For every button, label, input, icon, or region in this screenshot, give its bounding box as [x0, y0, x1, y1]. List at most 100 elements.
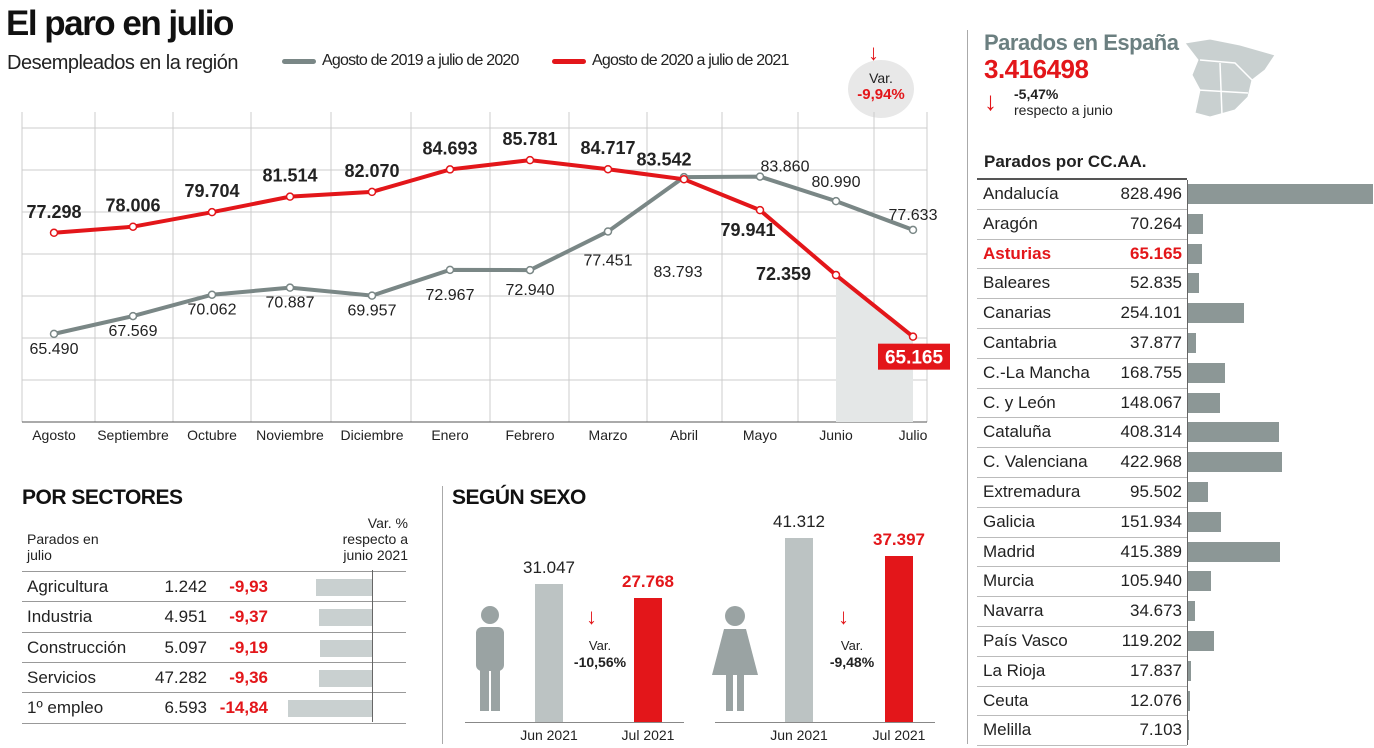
sector-value: 4.951: [164, 607, 207, 627]
ccaa-value: 65.165: [1130, 243, 1182, 263]
data-point: [128, 311, 138, 321]
ccaa-row: C.-La Mancha 168.755: [977, 359, 1187, 389]
sector-bar: [319, 639, 372, 657]
ccaa-value: 105.940: [1120, 571, 1182, 591]
sector-name: 1º empleo: [27, 698, 104, 718]
ccaa-bar: [1187, 571, 1211, 592]
ccaa-bar: [1187, 333, 1196, 353]
x-tick-label: Abril: [670, 427, 698, 443]
data-label: 70.887: [266, 295, 315, 312]
legend-item-2020: Agosto de 2020 a julio de 2021: [552, 52, 789, 70]
x-tick-label: Junio: [819, 427, 853, 443]
sector-name: Servicios: [27, 667, 96, 687]
data-point: [367, 291, 377, 300]
ccaa-title: Parados por CC.AA.: [984, 152, 1147, 171]
data-label: 79.941: [720, 220, 775, 240]
sector-bar: [318, 609, 372, 627]
ccaa-bar: [1187, 541, 1281, 562]
sex-x-label: Jul 2021: [872, 727, 926, 743]
sector-row: 1º empleo 6.593 -14,84: [22, 692, 406, 722]
ccaa-row: Navarra 34.673: [977, 597, 1187, 627]
down-arrow-icon: ↓: [868, 40, 879, 65]
data-label: 83.793: [654, 264, 703, 281]
x-tick-label: Agosto: [32, 427, 76, 443]
ccaa-row: C. Valenciana 422.968: [977, 448, 1187, 478]
data-point: [755, 172, 765, 181]
data-label: 72.940: [506, 282, 555, 299]
sectors-col-left: Parados en julio: [27, 531, 99, 563]
data-label: 82.070: [344, 161, 399, 181]
data-point: [525, 155, 535, 165]
data-label: 72.967: [426, 287, 475, 304]
ccaa-value: 7.103: [1139, 720, 1182, 740]
ccaa-bar: [1187, 631, 1214, 651]
sex-bar-label: 37.397: [873, 529, 925, 549]
ccaa-bar: [1187, 392, 1221, 413]
sector-value: 47.282: [155, 667, 207, 687]
data-label: 77.451: [584, 252, 633, 269]
data-label: 77.298: [26, 202, 81, 222]
ccaa-bar: [1187, 511, 1222, 532]
variation-bubble: Var. -9,94%: [848, 60, 914, 118]
data-label: 83.860: [761, 159, 810, 176]
ccaa-row: Aragón 70.264: [977, 210, 1187, 240]
ccaa-name: Madrid: [983, 541, 1035, 561]
data-label: 67.569: [109, 323, 158, 340]
ccaa-bar: [1187, 303, 1245, 324]
spain-title: Parados en España: [984, 30, 1179, 55]
sector-row: Servicios 47.282 -9,36: [22, 661, 406, 692]
x-tick-label: Marzo: [589, 427, 628, 443]
sector-bar: [288, 700, 372, 718]
sex-bar: [785, 538, 813, 722]
sector-value: 5.097: [164, 637, 207, 657]
down-arrow-icon: ↓: [984, 86, 997, 116]
ccaa-row: Canarias 254.101: [977, 299, 1187, 329]
data-point: [49, 329, 59, 339]
data-label: 65.490: [30, 341, 79, 358]
ccaa-bar: [1187, 362, 1225, 383]
series-line: [53, 174, 914, 336]
data-point: [831, 196, 841, 206]
down-arrow-icon: ↓: [586, 604, 597, 629]
sector-value: 1.242: [164, 577, 207, 596]
ccaa-name: Canarias: [983, 303, 1052, 323]
sectors-title: POR SECTORES: [22, 486, 183, 509]
shaded-area: [836, 275, 913, 422]
ccaa-bar: [1187, 482, 1209, 502]
data-point: [603, 227, 613, 236]
x-tick-label: Julio: [899, 427, 928, 443]
data-label: 79.704: [184, 181, 239, 201]
ccaa-bar: [1187, 660, 1191, 681]
ccaa-name: País Vasco: [983, 631, 1068, 650]
ccaa-name: Cantabria: [983, 333, 1057, 352]
sex-x-label: Jun 2021: [770, 727, 828, 743]
ccaa-row: País Vasco 119.202: [977, 627, 1187, 657]
ccaa-name: Aragón: [983, 213, 1038, 233]
ccaa-value: 151.934: [1120, 511, 1182, 531]
page-title: El paro en julio: [6, 4, 234, 43]
ccaa-row: Ceuta 12.076: [977, 687, 1187, 717]
ccaa-value: 119.202: [1121, 631, 1182, 650]
ccaa-bar: [1187, 422, 1279, 443]
data-label: 77.633: [889, 207, 938, 224]
data-point: [128, 222, 138, 231]
data-point: [207, 290, 217, 299]
page-subtitle: Desempleados en la región: [7, 52, 239, 74]
ccaa-value: 52.835: [1130, 273, 1182, 293]
sector-variation: -14,84: [219, 698, 268, 718]
x-tick-label: Noviembre: [256, 427, 324, 443]
data-point: [367, 187, 377, 197]
down-arrow-icon: ↓: [838, 604, 849, 629]
data-point: [445, 265, 455, 275]
sector-row: Agricultura 1.242 -9,93: [22, 571, 406, 601]
ccaa-row: Cantabria 37.877: [977, 329, 1187, 359]
data-label: 84.717: [580, 138, 635, 158]
ccaa-row: C. y León 148.067: [977, 389, 1187, 419]
ccaa-name: Andalucía: [983, 184, 1059, 203]
sector-row: Construcción 5.097 -9,19: [22, 631, 406, 662]
legend-item-2019: Agosto de 2019 a julio de 2020: [282, 52, 519, 70]
spain-change-note: respecto a junio: [1014, 102, 1113, 118]
ccaa-name: Cataluña: [983, 422, 1052, 442]
sex-bar-label: 41.312: [773, 512, 825, 532]
ccaa-value: 422.968: [1120, 452, 1182, 472]
